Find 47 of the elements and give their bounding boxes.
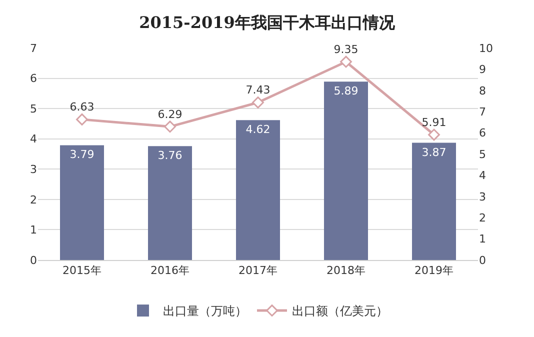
bar [148, 146, 192, 260]
y-tick-label: 3 [30, 162, 37, 176]
bar [412, 142, 456, 260]
x-tick-label: 2018年 [326, 264, 366, 278]
chart-title: 2015-2019年我国干木耳出口情况 [139, 13, 396, 32]
data-label: 4.62 [246, 123, 270, 136]
bar [60, 145, 104, 260]
y2-tick-label: 7 [479, 105, 486, 118]
point [252, 96, 264, 108]
data-label: 3.87 [422, 146, 446, 159]
point [76, 113, 88, 126]
y2-tick-label: 4 [479, 169, 486, 182]
y2-tick-label: 3 [479, 190, 486, 204]
y-tick-label: 5 [30, 102, 37, 116]
data-label: 5.91 [422, 116, 446, 129]
point [164, 120, 176, 133]
y-tick-label: 7 [30, 42, 37, 55]
y2-tick-label: 5 [479, 148, 486, 161]
data-label: 3.79 [70, 148, 94, 162]
data-label: 6.63 [70, 100, 94, 114]
x-tick-label: 2017年 [238, 264, 278, 278]
data-label: 3.76 [158, 149, 182, 162]
y-tick-label: 6 [30, 72, 37, 86]
y2-tick-label: 6 [479, 126, 486, 140]
data-label: 6.29 [158, 108, 182, 121]
x-tick-label: 2019年 [414, 264, 454, 278]
x-tick-label: 2015年 [62, 264, 102, 278]
y2-tick-label: 10 [479, 42, 493, 55]
point [340, 56, 352, 68]
legend-label: 出口量（万吨） [163, 304, 247, 318]
y2-tick-label: 2 [479, 211, 486, 224]
point [428, 128, 440, 141]
data-label: 9.35 [334, 43, 358, 56]
y-tick-label: 1 [30, 224, 37, 237]
legend-label: 出口额（亿美元） [292, 304, 388, 318]
bar [324, 82, 368, 260]
bar [236, 120, 280, 260]
data-label: 7.43 [246, 84, 270, 97]
y2-tick-label: 8 [479, 84, 486, 98]
y2-tick-label: 0 [479, 254, 486, 267]
y-tick-label: 2 [30, 193, 37, 206]
y2-tick-label: 9 [479, 63, 486, 76]
y-tick-label: 0 [30, 254, 37, 267]
y-tick-label: 4 [30, 132, 37, 146]
data-label: 5.89 [334, 84, 358, 98]
x-tick-label: 2016年 [150, 264, 190, 278]
y2-tick-label: 1 [479, 232, 486, 246]
